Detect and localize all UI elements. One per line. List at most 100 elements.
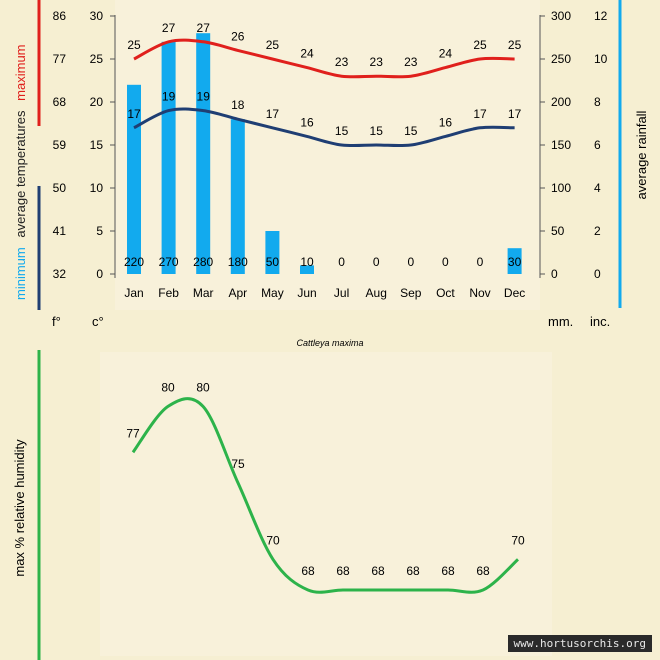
- humidity-axis-title: max % relative humidity: [12, 439, 27, 577]
- min-temp-label: 17: [127, 107, 141, 121]
- celsius-tick: 15: [90, 138, 104, 152]
- max-temp-label: 23: [404, 55, 418, 69]
- humidity-plot-area: [100, 352, 552, 656]
- min-temp-label: 19: [162, 90, 176, 104]
- rainfall-bar: [265, 231, 280, 274]
- celsius-tick: 0: [96, 267, 103, 281]
- rainfall-label: 0: [442, 255, 449, 269]
- month-label: Jan: [124, 286, 143, 300]
- climate-chart-marks: 32 0 0 041 5 50 250 10 100 459 15 150 668 20 200 877 25 2…: [53, 9, 608, 300]
- fahrenheit-tick: 68: [53, 95, 67, 109]
- humidity-label: 68: [371, 564, 385, 578]
- mm-tick: 200: [551, 95, 571, 109]
- inch-tick: 12: [594, 9, 608, 23]
- max-temp-label: 25: [473, 38, 487, 52]
- celsius-tick: 30: [90, 9, 104, 23]
- inch-tick: 8: [594, 95, 601, 109]
- temperature-axis-title: minimum average temperatures maximum: [13, 44, 28, 300]
- mm-tick: 100: [551, 181, 571, 195]
- celsius-tick: 10: [90, 181, 104, 195]
- rainfall-bar: [507, 248, 522, 274]
- month-label: Mar: [193, 286, 214, 300]
- humidity-label: 68: [336, 564, 350, 578]
- rainfall-label: 180: [228, 255, 248, 269]
- mm-tick: 50: [551, 224, 565, 238]
- rainfall-label: 220: [124, 255, 144, 269]
- humidity-line: [131, 397, 520, 594]
- climate-plot-area: [115, 0, 540, 310]
- min-temp-line: [133, 107, 515, 148]
- rainfall-label: 30: [508, 255, 522, 269]
- humidity-label: 75: [231, 457, 245, 471]
- max-temp-label: 24: [439, 47, 453, 61]
- humidity-label: 68: [441, 564, 455, 578]
- rainfall-label: 50: [266, 255, 280, 269]
- min-temp-label: 18: [231, 98, 245, 112]
- mm-tick: 0: [551, 267, 558, 281]
- month-label: Nov: [469, 286, 490, 300]
- month-label: Oct: [436, 286, 455, 300]
- max-temp-label: 23: [335, 55, 349, 69]
- rainfall-bar: [161, 41, 176, 274]
- max-temp-label: 27: [162, 21, 176, 35]
- unit-mm: mm.: [548, 314, 573, 329]
- humidity-label: 70: [266, 533, 280, 547]
- month-label: Apr: [228, 286, 247, 300]
- min-temp-label: 17: [508, 107, 522, 121]
- humidity-label: 70: [511, 533, 525, 547]
- min-temp-label: 19: [197, 90, 211, 104]
- inch-tick: 6: [594, 138, 601, 152]
- max-temp-label: 24: [300, 47, 314, 61]
- inch-tick: 10: [594, 52, 608, 66]
- max-temp-label: 23: [370, 55, 384, 69]
- max-temp-label: 27: [197, 21, 211, 35]
- rainfall-label: 0: [373, 255, 380, 269]
- month-label: Dec: [504, 286, 525, 300]
- month-label: Sep: [400, 286, 422, 300]
- celsius-tick: 5: [96, 224, 103, 238]
- unit-celsius: c°: [92, 314, 104, 329]
- rainfall-label: 280: [193, 255, 213, 269]
- humidity-label: 68: [476, 564, 490, 578]
- fahrenheit-tick: 32: [53, 267, 67, 281]
- svg-text:minimum average tempera: minimum average temperatures maximum: [13, 44, 28, 300]
- month-label: May: [261, 286, 284, 300]
- fahrenheit-tick: 50: [53, 181, 67, 195]
- humidity-label: 80: [196, 380, 210, 394]
- unit-fahrenheit: f°: [52, 314, 61, 329]
- fahrenheit-tick: 41: [53, 224, 67, 238]
- species-caption: Cattleya maxima: [296, 338, 363, 348]
- rainfall-bar: [196, 33, 211, 275]
- rainfall-label: 10: [300, 255, 314, 269]
- max-temp-label: 25: [127, 38, 141, 52]
- humidity-label: 77: [126, 426, 140, 440]
- celsius-tick: 20: [90, 95, 104, 109]
- humidity-label: 80: [161, 380, 175, 394]
- month-label: Jun: [297, 286, 316, 300]
- min-temp-label: 15: [370, 124, 384, 138]
- site-watermark: www.hortusorchis.org: [507, 635, 652, 652]
- inch-tick: 4: [594, 181, 601, 195]
- humidity-label: 68: [406, 564, 420, 578]
- fahrenheit-tick: 59: [53, 138, 67, 152]
- month-label: Aug: [366, 286, 387, 300]
- rainfall-label: 0: [338, 255, 345, 269]
- humidity-label: 68: [301, 564, 315, 578]
- month-label: Feb: [158, 286, 179, 300]
- rainfall-label: 0: [407, 255, 414, 269]
- avg-temp-label: average temperatures: [13, 110, 28, 238]
- max-temp-label: 25: [266, 38, 280, 52]
- max-temp-line: [133, 38, 515, 79]
- max-temp-label: 25: [508, 38, 522, 52]
- rainfall-bar: [127, 84, 141, 274]
- rainfall-axis-title: average rainfall: [634, 110, 649, 199]
- rainfall-label: 270: [159, 255, 179, 269]
- inch-tick: 2: [594, 224, 601, 238]
- inch-tick: 0: [594, 267, 601, 281]
- month-label: Jul: [334, 286, 349, 300]
- celsius-tick: 25: [90, 52, 104, 66]
- fahrenheit-tick: 77: [53, 52, 67, 66]
- min-temp-label: minimum: [13, 247, 28, 300]
- min-temp-label: 16: [300, 115, 314, 129]
- mm-tick: 300: [551, 9, 571, 23]
